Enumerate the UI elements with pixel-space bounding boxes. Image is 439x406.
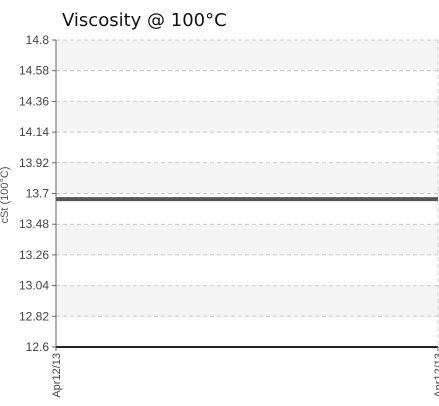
y-tick-label: 13.92 [19,156,49,170]
y-tick-label: 13.26 [19,248,49,262]
x-tick-label: Apr12/13 [433,353,439,398]
x-tick-labels: Apr12/13 Apr12/13 [51,353,439,398]
y-tick-label: 13.48 [19,217,49,231]
plot-band [56,285,438,317]
axes [52,39,439,351]
y-tick-label: 14.58 [19,64,49,78]
plot-band [56,162,438,194]
plot-band [56,224,438,255]
y-tick-label: 14.14 [19,125,49,139]
x-tick-label: Apr12/13 [51,353,63,398]
plot-band [56,101,438,133]
y-tick-label: 12.82 [19,309,49,323]
y-tick-labels: 12.6 12.82 13.04 13.26 13.48 13.7 13.92 14.14 14… [19,33,49,354]
y-axis-label: cSt (100°C) [0,167,11,224]
plot-band [56,40,438,71]
y-tick-label: 14.36 [19,94,49,108]
y-tick-label: 14.8 [26,33,50,47]
plot-bands [56,40,438,317]
y-tick-label: 12.6 [26,340,50,354]
chart-title: Viscosity @ 100°C [62,10,227,31]
y-tick-label: 13.04 [19,279,49,293]
y-tick-label: 13.7 [26,187,50,201]
